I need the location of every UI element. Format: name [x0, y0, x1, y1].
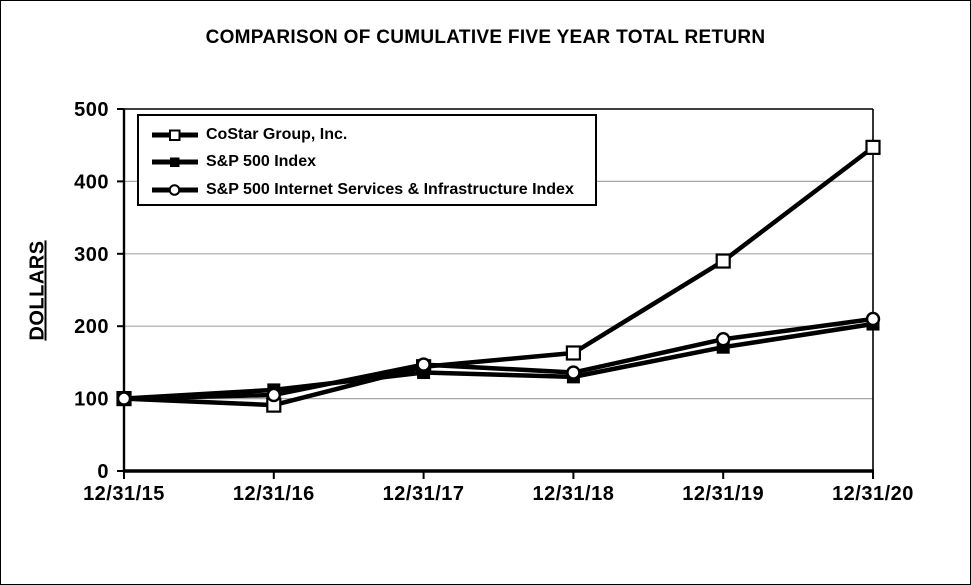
- x-tick-label-1: 12/31/16: [233, 483, 315, 505]
- legend-label: S&P 500 Internet Services & Infrastructu…: [206, 181, 574, 199]
- series-2-marker-1: [266, 387, 281, 403]
- chart-title: COMPARISON OF CUMULATIVE FIVE YEAR TOTAL…: [205, 27, 766, 48]
- legend-item-sp500-internet: S&P 500 Internet Services & Infrastructu…: [150, 177, 595, 204]
- y-tick-label-200: 200: [74, 316, 109, 338]
- x-tick-label-4: 12/31/19: [682, 483, 764, 505]
- series-2-marker-0: [116, 391, 132, 406]
- y-tick-label-500: 500: [74, 99, 109, 121]
- legend-swatch-open-circle: [152, 184, 198, 196]
- x-tick-label-3: 12/31/18: [532, 483, 614, 505]
- series-2-marker-5: [865, 311, 881, 327]
- x-tick-label-2: 12/31/17: [383, 483, 465, 505]
- series-line-2: [123, 316, 874, 401]
- x-tick-label-5: 12/31/20: [832, 483, 914, 505]
- legend-swatch-filled-square: [152, 157, 198, 168]
- series-2-marker-3: [566, 365, 581, 380]
- series-0-marker-3: [565, 345, 582, 361]
- x-tick-label-0: 12/31/15: [83, 483, 165, 505]
- legend-item-costar: CoStar Group, Inc.: [150, 121, 595, 148]
- y-tick-label-400: 400: [74, 171, 109, 193]
- legend-box: CoStar Group, Inc. S&P 500 Index S&P 500…: [137, 114, 597, 206]
- series-2-marker-2: [416, 357, 431, 372]
- series-2-marker-4: [716, 332, 731, 347]
- series-line-0: [123, 145, 875, 408]
- series-line-1: [123, 321, 874, 401]
- legend-item-sp500: S&P 500 Index: [150, 149, 595, 176]
- series-0-marker-4: [715, 253, 731, 269]
- y-tick-label-100: 100: [74, 389, 109, 411]
- y-tick-label-0: 0: [97, 461, 109, 483]
- legend-label: CoStar Group, Inc.: [206, 125, 348, 143]
- legend-swatch-open-square: [152, 129, 198, 141]
- y-tick-label-300: 300: [74, 244, 109, 266]
- series-0-marker-5: [865, 139, 881, 155]
- legend-label: S&P 500 Index: [206, 153, 316, 171]
